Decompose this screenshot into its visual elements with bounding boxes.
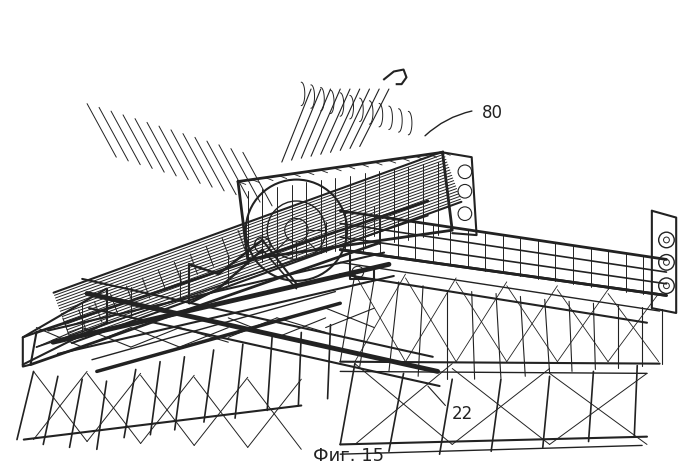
Text: Фиг. 15: Фиг. 15 [313,447,384,465]
Text: 80: 80 [482,105,503,122]
Text: 22: 22 [452,406,473,424]
